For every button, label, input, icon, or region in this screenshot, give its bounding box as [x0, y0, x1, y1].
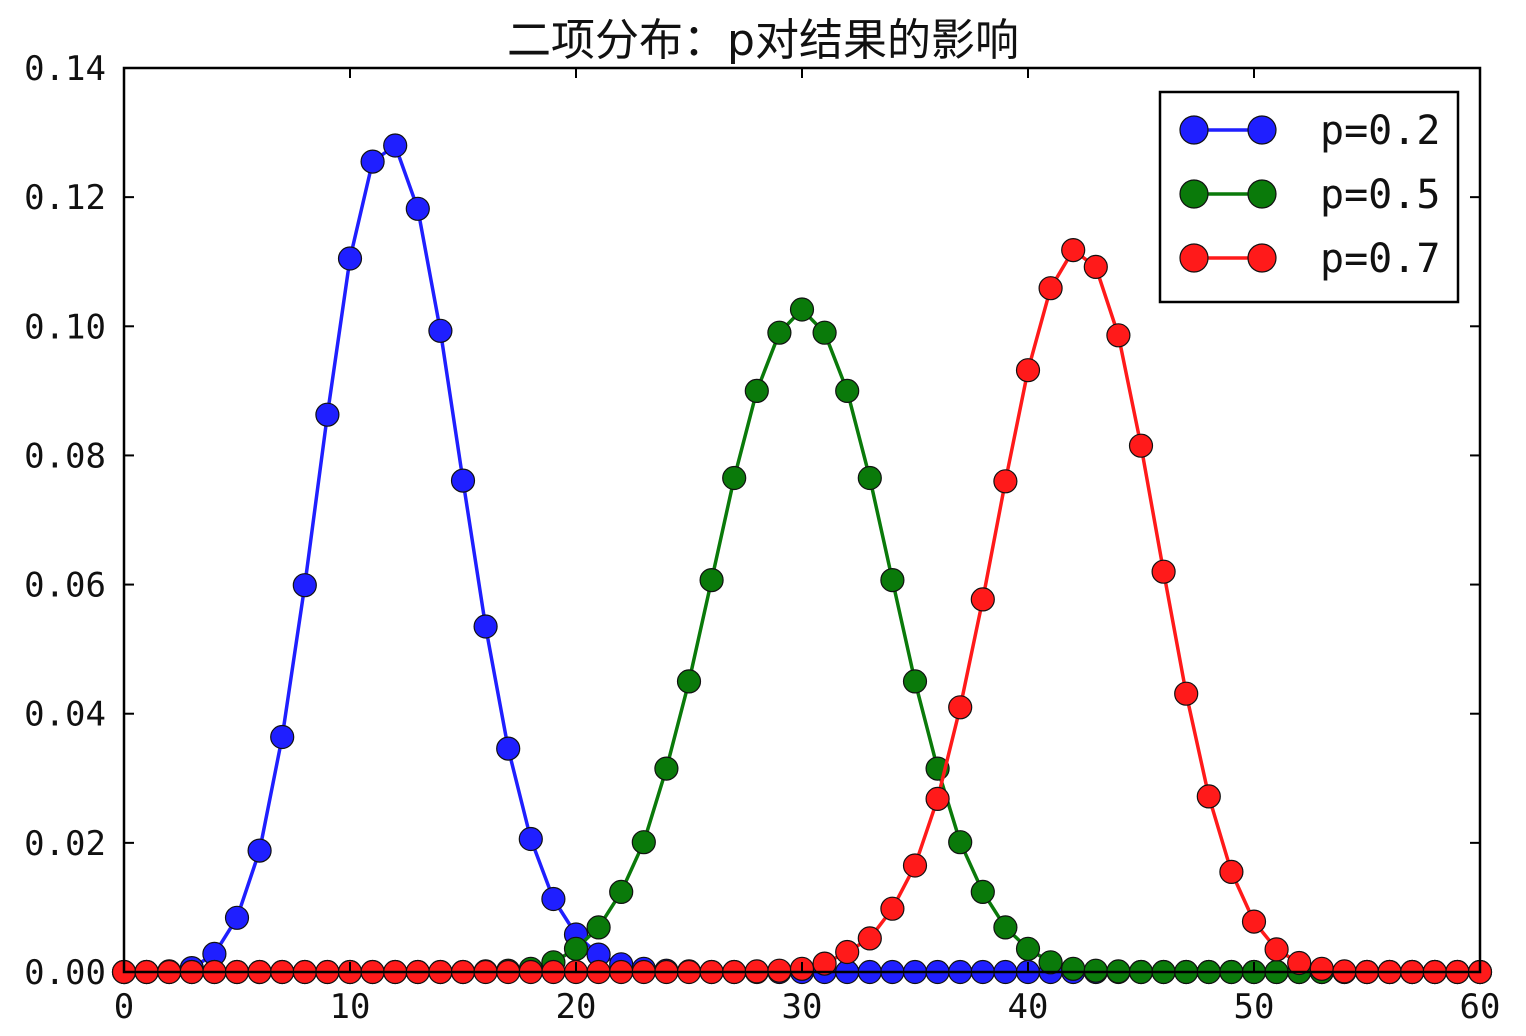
- data-point: [1106, 323, 1131, 348]
- data-point: [880, 567, 905, 593]
- data-point: [1241, 909, 1267, 934]
- data-point: [722, 465, 747, 491]
- data-point: [902, 669, 928, 694]
- y-tick-label: 0.00: [24, 953, 106, 993]
- legend-marker: [1179, 243, 1209, 273]
- data-point: [518, 826, 543, 852]
- data-point: [383, 133, 408, 158]
- data-point: [835, 378, 860, 403]
- data-point: [1174, 681, 1199, 706]
- data-point: [857, 465, 882, 491]
- data-point: [1287, 950, 1312, 976]
- data-point: [292, 573, 317, 598]
- y-tick-label: 0.04: [24, 695, 106, 735]
- y-tick-label: 0.08: [24, 436, 106, 476]
- legend-marker: [1247, 243, 1277, 273]
- data-point: [1219, 859, 1244, 885]
- legend-marker: [1247, 179, 1277, 209]
- data-point: [541, 886, 566, 912]
- legend-entry-p=0.7: p=0.7: [1179, 236, 1440, 282]
- data-point: [1196, 784, 1221, 809]
- data-point: [676, 669, 702, 694]
- data-point: [1128, 433, 1154, 458]
- data-point: [812, 951, 837, 976]
- data-point: [902, 853, 928, 878]
- data-point: [1083, 958, 1108, 983]
- data-point: [789, 297, 815, 322]
- legend-label: p=0.5: [1320, 172, 1440, 218]
- series-p=0.7: [111, 238, 1493, 985]
- legend-marker: [1179, 115, 1209, 145]
- data-point: [1015, 936, 1041, 961]
- data-point: [405, 196, 430, 221]
- y-tick-label: 0.12: [24, 178, 106, 218]
- x-tick-label: 40: [1008, 987, 1049, 1027]
- y-tick-label: 0.14: [24, 49, 106, 89]
- data-point: [1264, 937, 1289, 962]
- chart-title: 二项分布：p对结果的影响: [507, 15, 1019, 66]
- data-point: [835, 939, 860, 965]
- data-point: [857, 926, 882, 951]
- x-tick-label: 30: [782, 987, 823, 1027]
- x-tick-label: 20: [556, 987, 597, 1027]
- data-point: [948, 830, 973, 855]
- x-tick-label: 50: [1234, 987, 1275, 1027]
- y-tick-label: 0.06: [24, 566, 106, 606]
- data-point: [948, 695, 973, 720]
- data-point: [1015, 358, 1041, 383]
- legend-entry-p=0.5: p=0.5: [1179, 172, 1440, 218]
- data-point: [699, 567, 724, 593]
- y-tick-label: 0.10: [24, 307, 106, 347]
- data-point: [1038, 276, 1063, 301]
- data-point: [247, 838, 272, 863]
- data-point: [496, 736, 521, 761]
- data-point: [1083, 254, 1108, 279]
- data-point: [428, 318, 453, 343]
- x-tick-label: 0: [114, 987, 134, 1027]
- axes-layer: 0 10 20 30 40 50 60 0.00 0.02 0.04 0.06 0.08 0.10 0.1…: [24, 49, 1500, 1027]
- data-point: [925, 786, 950, 812]
- data-point: [812, 320, 837, 345]
- data-point: [1061, 238, 1086, 263]
- legend-label: p=0.2: [1320, 108, 1440, 154]
- data-point: [224, 905, 250, 930]
- legend-marker: [1247, 115, 1277, 145]
- data-point: [631, 830, 656, 855]
- data-point: [1038, 950, 1063, 975]
- y-tick-label: 0.02: [24, 824, 106, 864]
- data-point: [1151, 559, 1176, 584]
- data-point: [880, 896, 905, 921]
- data-point: [337, 246, 363, 271]
- legend-marker: [1179, 179, 1209, 209]
- legend-box: [1158, 90, 1460, 304]
- data-point: [360, 149, 385, 174]
- legend-entry-p=0.2: p=0.2: [1179, 108, 1440, 154]
- data-point: [1061, 956, 1086, 981]
- legend: p=0.2 p=0.5 p=0.7: [1158, 90, 1460, 304]
- data-point: [1309, 956, 1334, 981]
- series-p=0.5: [111, 297, 1493, 985]
- legend-label: p=0.7: [1320, 236, 1440, 282]
- x-tick-label: 60: [1460, 987, 1501, 1027]
- data-point: [767, 958, 792, 983]
- data-point: [970, 879, 995, 905]
- data-point: [970, 587, 995, 612]
- data-point: [993, 469, 1018, 494]
- data-point: [473, 614, 498, 639]
- data-point: [315, 402, 340, 427]
- data-point: [609, 879, 634, 905]
- series-line: [124, 248, 1480, 974]
- data-point: [767, 320, 792, 345]
- data-point: [744, 378, 769, 403]
- data-point: [450, 468, 476, 493]
- data-point: [586, 915, 611, 940]
- data-point: [993, 915, 1018, 940]
- data-point: [563, 936, 589, 961]
- x-tick-label: 10: [330, 987, 371, 1027]
- data-point: [270, 724, 295, 750]
- data-point: [654, 756, 679, 781]
